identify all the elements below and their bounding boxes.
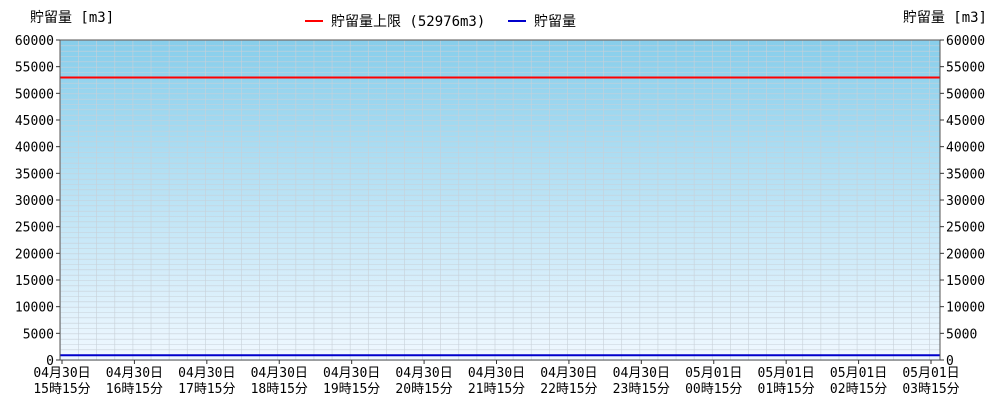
x-tick-label-time: 23時15分	[613, 382, 670, 397]
y-tick-label-left: 5000	[23, 327, 54, 342]
x-tick-label-date: 04月30日	[178, 366, 235, 381]
x-tick-label-time: 15時15分	[33, 382, 90, 397]
y-tick-label-left: 60000	[15, 34, 54, 49]
grid	[60, 40, 940, 361]
x-tick-label-time: 03時15分	[902, 382, 959, 397]
y-tick-label-right: 5000	[946, 327, 977, 342]
y-tick-label-left: 50000	[15, 87, 54, 102]
x-tick-label-time: 20時15分	[395, 382, 452, 397]
y-tick-label-left: 30000	[15, 194, 54, 209]
y-tick-label-left: 45000	[15, 114, 54, 129]
x-tick-label-time: 00時15分	[685, 382, 742, 397]
legend: 貯留量上限 (52976m3) 貯留量	[305, 14, 576, 30]
x-tick-label-date: 04月30日	[540, 366, 597, 381]
y-tick-label-right: 35000	[946, 167, 985, 182]
y-tick-label-left: 25000	[15, 221, 54, 236]
x-tick-label-date: 05月01日	[758, 366, 815, 381]
y-tick-label-right: 25000	[946, 221, 985, 236]
y-tick-label-right: 50000	[946, 87, 985, 102]
x-tick-label-time: 02時15分	[830, 382, 887, 397]
x-tick-label-time: 18時15分	[251, 382, 308, 397]
x-tick-label-date: 04月30日	[251, 366, 308, 381]
y-tick-label-right: 45000	[946, 114, 985, 129]
x-tick-label-date: 04月30日	[33, 366, 90, 381]
x-tick-label-time: 22時15分	[540, 382, 597, 397]
y-tick-label-left: 0	[46, 354, 54, 369]
y-tick-label-right: 55000	[946, 61, 985, 76]
x-ticks: 04月30日15時15分04月30日16時15分04月30日17時15分04月3…	[33, 360, 960, 397]
y-tick-label-right: 0	[946, 354, 954, 369]
y-tick-label-left: 40000	[15, 141, 54, 156]
x-tick-label-date: 04月30日	[323, 366, 380, 381]
x-tick-label-date: 05月01日	[902, 366, 959, 381]
y-tick-label-left: 15000	[15, 274, 54, 289]
x-tick-label-time: 16時15分	[106, 382, 163, 397]
y-tick-label-left: 10000	[15, 301, 54, 316]
x-tick-label-time: 01時15分	[758, 382, 815, 397]
x-tick-label-date: 04月30日	[468, 366, 525, 381]
y-tick-label-right: 20000	[946, 247, 985, 262]
y-tick-label-left: 35000	[15, 167, 54, 182]
y-tick-label-left: 55000	[15, 61, 54, 76]
y-tick-label-right: 10000	[946, 301, 985, 316]
x-tick-label-date: 05月01日	[830, 366, 887, 381]
x-tick-label-date: 04月30日	[395, 366, 452, 381]
x-tick-label-date: 05月01日	[685, 366, 742, 381]
y-tick-label-right: 15000	[946, 274, 985, 289]
x-tick-label-time: 19時15分	[323, 382, 380, 397]
x-tick-label-time: 21時15分	[468, 382, 525, 397]
legend-label-storage: 貯留量	[534, 14, 576, 30]
y-tick-label-right: 60000	[946, 34, 985, 49]
x-tick-label-date: 04月30日	[613, 366, 670, 381]
series-layer	[60, 76, 940, 357]
y-ticks-left: 0 5000 10000 15000 20000 25000 30000 35000 40000…	[15, 34, 60, 369]
plot-area	[60, 40, 940, 360]
y-tick-label-right: 30000	[946, 194, 985, 209]
x-tick-label-date: 04月30日	[106, 366, 163, 381]
x-tick-label-time: 17時15分	[178, 382, 235, 397]
y-axis-label-left: 貯留量 [m3]	[30, 10, 114, 26]
legend-label-upper-limit: 貯留量上限 (52976m3)	[331, 14, 485, 30]
y-tick-label-left: 20000	[15, 247, 54, 262]
y-axis-label-right: 貯留量 [m3]	[903, 10, 987, 26]
y-tick-label-right: 40000	[946, 141, 985, 156]
y-ticks-right: 0 5000 10000 15000 20000 25000 30000 35000 40000…	[940, 34, 985, 369]
